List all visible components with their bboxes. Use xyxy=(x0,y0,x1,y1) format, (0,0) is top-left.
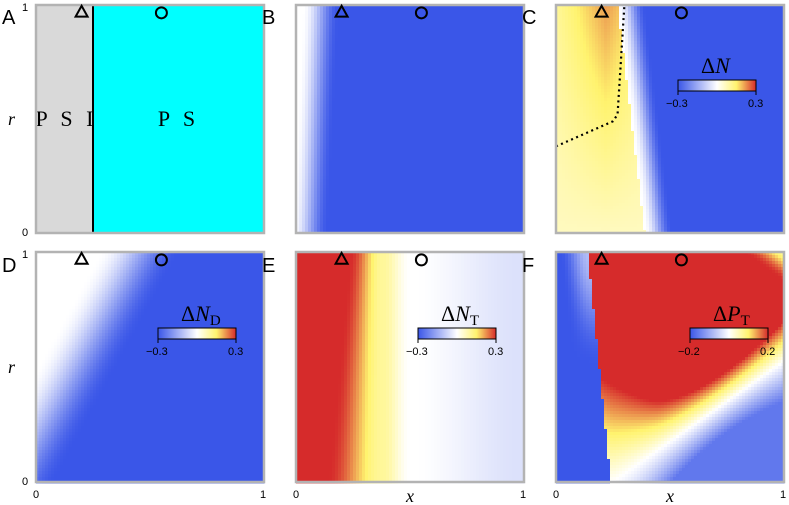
colorbar-gradient xyxy=(690,328,768,339)
panel-letter-a: A xyxy=(2,7,16,29)
heatmap-c xyxy=(556,5,785,234)
panel-letter-e: E xyxy=(262,255,275,277)
y-tick-1: 1 xyxy=(22,2,28,14)
x-tick-1: 1 xyxy=(260,489,266,501)
x-tick-0: 0 xyxy=(553,489,559,501)
colorbar-title-delta: Δ xyxy=(713,301,727,326)
colorbar-title-delta: Δ xyxy=(181,301,195,326)
colorbar-max: 0.3 xyxy=(228,346,243,358)
panel-c: C −0.3 0.3 ΔN xyxy=(522,5,785,234)
panel-e: E 0 1 x −0.3 0.3 ΔNT xyxy=(262,252,526,505)
colorbar-max: 0.3 xyxy=(488,346,503,358)
region-label-0: P S I xyxy=(36,106,98,131)
heatmap-f xyxy=(556,252,785,484)
colorbar-title-delta: Δ xyxy=(701,53,715,78)
y-tick-0: 0 xyxy=(22,476,28,488)
colorbar-gradient xyxy=(158,328,236,339)
colorbar-title: ΔN xyxy=(701,53,731,78)
panel-letter-d: D xyxy=(2,255,16,277)
colorbar-gradient xyxy=(418,328,496,339)
y-axis-label: r xyxy=(8,109,16,129)
colorbar-title-var: N xyxy=(194,301,211,326)
region-label-1: P S xyxy=(158,106,199,131)
colorbar-title-sub: T xyxy=(470,313,479,329)
y-tick-1: 1 xyxy=(22,249,28,261)
heatmap-b xyxy=(296,5,525,234)
plot-area-b xyxy=(296,5,525,234)
colorbar-title-sub: T xyxy=(741,313,750,329)
plot-area-f xyxy=(556,252,785,484)
panel-a: A P S I P S 0 1 r xyxy=(2,2,264,239)
panel-letter-c: C xyxy=(522,7,536,29)
colorbar-title-var: N xyxy=(454,301,471,326)
colorbar-gradient xyxy=(678,80,756,91)
colorbar-title-sub: D xyxy=(210,313,221,329)
heatmap-e xyxy=(296,252,525,484)
colorbar-title-var: P xyxy=(726,301,740,326)
x-tick-1: 1 xyxy=(520,489,526,501)
colorbar-title-var: N xyxy=(714,53,731,78)
colorbar-max: 0.2 xyxy=(760,346,775,358)
x-axis-label: x xyxy=(405,486,414,505)
plot-area-d xyxy=(36,252,265,484)
panel-f: F 0 1 x −0.2 0.2 ΔPT xyxy=(522,252,786,505)
colorbar-min: −0.3 xyxy=(146,346,168,358)
colorbar-min: −0.3 xyxy=(666,98,688,110)
x-tick-1: 1 xyxy=(780,489,786,501)
x-tick-0: 0 xyxy=(293,489,299,501)
plot-area-e xyxy=(296,252,525,484)
x-axis-label: x xyxy=(665,486,674,505)
colorbar-title-delta: Δ xyxy=(441,301,455,326)
x-tick-0: 0 xyxy=(33,489,39,501)
heatmap-d xyxy=(36,252,265,484)
y-axis-label: r xyxy=(8,357,16,377)
plot-area-c xyxy=(556,5,785,234)
panel-letter-f: F xyxy=(522,255,534,277)
y-tick-0: 0 xyxy=(22,227,28,239)
colorbar-max: 0.3 xyxy=(748,98,763,110)
colorbar-min: −0.2 xyxy=(678,346,700,358)
colorbar-min: −0.3 xyxy=(406,346,428,358)
panel-letter-b: B xyxy=(262,7,275,29)
